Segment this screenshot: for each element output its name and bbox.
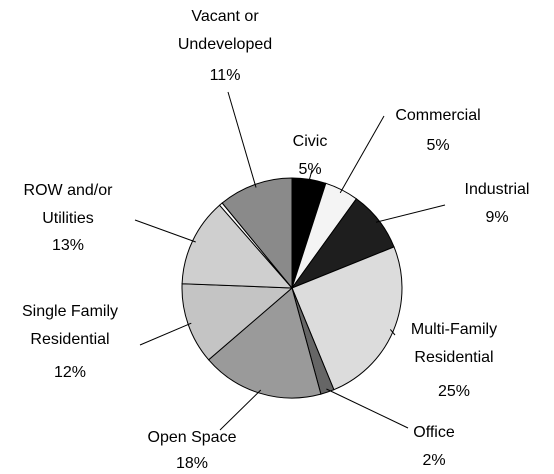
slice-percent: 25% — [437, 383, 471, 400]
slice-percent: 13% — [51, 237, 85, 254]
slice-label: Office — [413, 424, 455, 441]
slice-percent: 18% — [175, 455, 209, 472]
slice-percent: 2% — [422, 452, 446, 469]
leader-line — [139, 322, 192, 346]
slice-label: Industrial — [464, 181, 530, 198]
leader-line — [389, 329, 396, 336]
pie-slice — [207, 287, 322, 399]
slice-label: Multi-Family Residential — [410, 321, 498, 366]
slice-label: Open Space — [147, 429, 237, 446]
slice-percent: 5% — [426, 137, 450, 154]
slice-percent: 5% — [298, 161, 322, 178]
leader-line — [134, 219, 196, 243]
leader-line — [326, 388, 409, 429]
slice-percent: 11% — [209, 67, 241, 84]
slice-label: ROW and/or Utilities — [23, 182, 113, 227]
slice-label: Commercial — [395, 107, 481, 124]
slice-percent: 12% — [53, 364, 87, 381]
leader-line — [375, 204, 446, 223]
leader-line — [219, 389, 262, 431]
slice-label: Civic — [292, 133, 328, 150]
slice-label: Single Family Residential — [21, 303, 119, 348]
slice-label: Vacant or Undeveloped — [177, 8, 273, 53]
leader-line — [339, 115, 385, 194]
slice-percent: 9% — [485, 209, 509, 226]
leader-line — [308, 169, 313, 183]
leader-line — [227, 91, 257, 188]
